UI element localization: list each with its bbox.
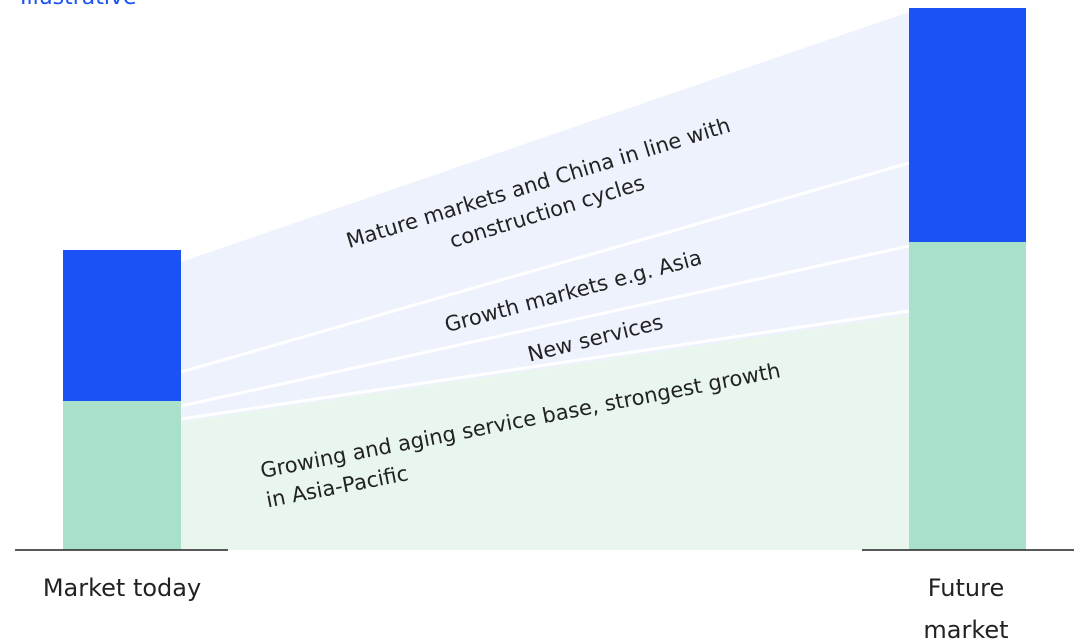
bar-segment bbox=[909, 8, 1026, 242]
bar-segment bbox=[63, 401, 181, 550]
bar-segment bbox=[63, 250, 181, 401]
bar-label: Market today bbox=[43, 574, 201, 602]
separator bbox=[180, 244, 910, 408]
bar-segment bbox=[909, 242, 1026, 550]
separator bbox=[180, 309, 910, 421]
separator bbox=[180, 161, 910, 374]
tag: Illustrative bbox=[20, 0, 137, 10]
bar-label: Future market bbox=[923, 574, 1008, 644]
band-lower bbox=[181, 315, 909, 550]
